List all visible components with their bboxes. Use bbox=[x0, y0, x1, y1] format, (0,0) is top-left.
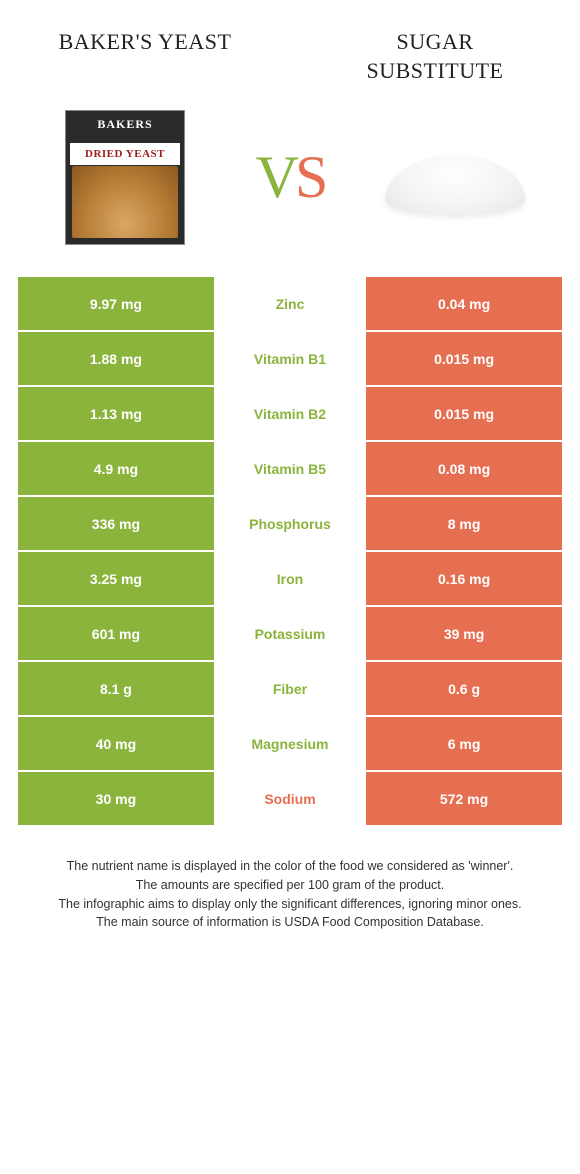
right-value: 39 mg bbox=[366, 607, 562, 660]
infographic-root: Baker's yeast Sugar substitute BAKERS DR… bbox=[0, 0, 580, 1174]
left-value: 9.97 mg bbox=[18, 277, 214, 330]
vs-v: V bbox=[256, 144, 295, 210]
comparison-table: 9.97 mgZinc0.04 mg1.88 mgVitamin B10.015… bbox=[0, 277, 580, 827]
left-value: 1.13 mg bbox=[18, 387, 214, 440]
footer-line: The main source of information is USDA F… bbox=[30, 913, 550, 932]
left-value: 30 mg bbox=[18, 772, 214, 825]
table-row: 3.25 mgIron0.16 mg bbox=[18, 552, 562, 605]
footer-line: The nutrient name is displayed in the co… bbox=[30, 857, 550, 876]
right-value: 0.04 mg bbox=[366, 277, 562, 330]
table-row: 1.13 mgVitamin B20.015 mg bbox=[18, 387, 562, 440]
right-value: 0.6 g bbox=[366, 662, 562, 715]
left-value: 3.25 mg bbox=[18, 552, 214, 605]
right-value: 0.015 mg bbox=[366, 332, 562, 385]
vs-s: S bbox=[295, 144, 324, 210]
table-row: 40 mgMagnesium6 mg bbox=[18, 717, 562, 770]
right-food-image bbox=[375, 107, 535, 247]
left-value: 4.9 mg bbox=[18, 442, 214, 495]
table-row: 9.97 mgZinc0.04 mg bbox=[18, 277, 562, 330]
footer-line: The infographic aims to display only the… bbox=[30, 895, 550, 914]
table-row: 336 mgPhosphorus8 mg bbox=[18, 497, 562, 550]
left-value: 1.88 mg bbox=[18, 332, 214, 385]
illustration-row: BAKERS DRIED YEAST VS bbox=[0, 97, 580, 277]
header: Baker's yeast Sugar substitute bbox=[0, 0, 580, 97]
footer-notes: The nutrient name is displayed in the co… bbox=[0, 827, 580, 932]
table-row: 8.1 gFiber0.6 g bbox=[18, 662, 562, 715]
nutrient-name: Potassium bbox=[214, 607, 366, 660]
right-value: 0.08 mg bbox=[366, 442, 562, 495]
table-row: 30 mgSodium572 mg bbox=[18, 772, 562, 825]
left-value: 40 mg bbox=[18, 717, 214, 770]
left-food-image: BAKERS DRIED YEAST bbox=[45, 107, 205, 247]
table-row: 1.88 mgVitamin B10.015 mg bbox=[18, 332, 562, 385]
right-value: 8 mg bbox=[366, 497, 562, 550]
nutrient-name: Zinc bbox=[214, 277, 366, 330]
left-value: 8.1 g bbox=[18, 662, 214, 715]
right-value: 0.16 mg bbox=[366, 552, 562, 605]
package-brand: BAKERS bbox=[66, 117, 184, 132]
package-label: DRIED YEAST bbox=[70, 143, 180, 165]
right-value: 6 mg bbox=[366, 717, 562, 770]
left-value: 601 mg bbox=[18, 607, 214, 660]
nutrient-name: Sodium bbox=[214, 772, 366, 825]
yeast-package-icon: BAKERS DRIED YEAST bbox=[65, 110, 185, 245]
left-food-title: Baker's yeast bbox=[40, 28, 250, 85]
vs-label: VS bbox=[256, 143, 325, 212]
footer-line: The amounts are specified per 100 gram o… bbox=[30, 876, 550, 895]
nutrient-name: Magnesium bbox=[214, 717, 366, 770]
table-row: 4.9 mgVitamin B50.08 mg bbox=[18, 442, 562, 495]
nutrient-name: Vitamin B5 bbox=[214, 442, 366, 495]
right-food-title: Sugar substitute bbox=[330, 28, 540, 85]
nutrient-name: Vitamin B2 bbox=[214, 387, 366, 440]
right-value: 572 mg bbox=[366, 772, 562, 825]
nutrient-name: Iron bbox=[214, 552, 366, 605]
nutrient-name: Vitamin B1 bbox=[214, 332, 366, 385]
sugar-pile-icon bbox=[385, 140, 525, 215]
right-value: 0.015 mg bbox=[366, 387, 562, 440]
left-value: 336 mg bbox=[18, 497, 214, 550]
nutrient-name: Phosphorus bbox=[214, 497, 366, 550]
nutrient-name: Fiber bbox=[214, 662, 366, 715]
table-row: 601 mgPotassium39 mg bbox=[18, 607, 562, 660]
